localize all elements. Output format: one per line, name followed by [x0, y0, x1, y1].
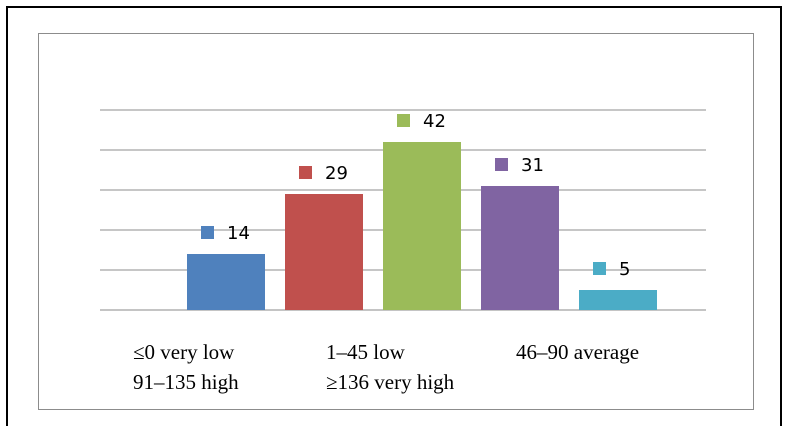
category-label-5: ≥136 very high: [326, 370, 455, 394]
category-label-3: 46–90 average: [516, 340, 640, 364]
data-label-marker-1: [201, 226, 214, 239]
page-border: [6, 6, 782, 426]
category-label-1: ≤0 very low: [133, 340, 235, 364]
data-label-marker-4: [495, 158, 508, 171]
category-label-2: 1–45 low: [326, 340, 405, 364]
data-label-3: 42: [423, 111, 446, 132]
data-label-marker-5: [593, 262, 606, 275]
bar-2: [285, 194, 363, 310]
data-label-marker-2: [299, 166, 312, 179]
data-label-1: 14: [227, 223, 250, 244]
bar-3: [383, 142, 461, 310]
bar-4: [481, 186, 559, 310]
category-label-4: 91–135 high: [133, 370, 239, 394]
data-label-marker-3: [397, 114, 410, 127]
data-label-2: 29: [325, 163, 348, 184]
data-label-5: 5: [619, 259, 630, 280]
bar-5: [579, 290, 657, 310]
bar-1: [187, 254, 265, 310]
data-label-4: 31: [521, 155, 544, 176]
